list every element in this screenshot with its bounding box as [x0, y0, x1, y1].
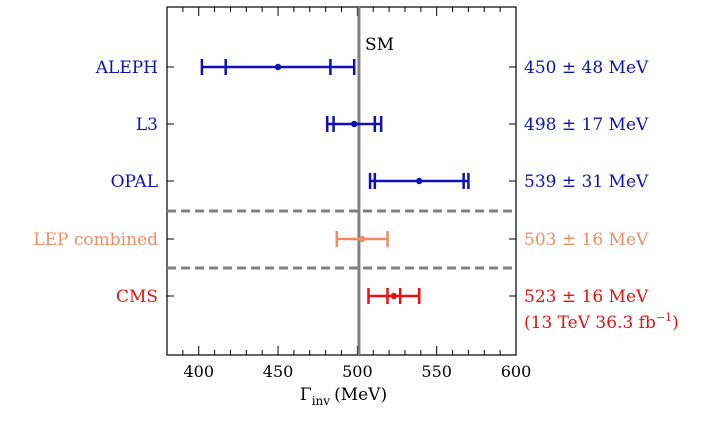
note-end: ): [672, 313, 679, 333]
x-tick-label: 550: [421, 362, 452, 381]
measurement-result: 503 ± 16 MeV: [524, 230, 649, 250]
measurement-lep-combined: LEP combined 503 ± 16 MeV: [33, 230, 649, 250]
measurement-opal: OPAL 539 ± 31 MeV: [111, 172, 649, 192]
measurement-result: 498 ± 17 MeV: [524, 115, 649, 135]
measurement-note: (13 TeV 36.3 fb−1): [524, 311, 679, 333]
x-tick-label: 500: [342, 362, 373, 381]
note-superscript: −1: [656, 311, 672, 324]
x-axis-symbol: Γ: [300, 385, 312, 405]
x-axis-subscript: inv: [312, 394, 331, 408]
x-axis-label: Γinv (MeV): [300, 385, 387, 408]
measurement-name: ALEPH: [95, 58, 158, 78]
measurement-name: OPAL: [111, 172, 158, 192]
x-tick-label: 600: [501, 362, 532, 381]
note-text: (13 TeV 36.3 fb: [524, 313, 656, 333]
central-value-point: [358, 235, 366, 243]
sm-label: SM: [365, 35, 394, 55]
measurement-name: CMS: [116, 287, 158, 307]
measurement-aleph: ALEPH 450 ± 48 MeV: [95, 58, 649, 78]
measurement-name: LEP combined: [33, 230, 158, 250]
measurement-result: 450 ± 48 MeV: [524, 58, 649, 78]
x-axis-unit: (MeV): [334, 385, 387, 405]
measurement-name: L3: [136, 115, 158, 135]
measurement-cms: CMS 523 ± 16 MeV (13 TeV 36.3 fb−1): [116, 287, 679, 333]
measurement-result: 523 ± 16 MeV: [524, 287, 649, 307]
central-value-point: [416, 177, 423, 185]
central-value-point: [350, 120, 358, 128]
measurement-result: 539 ± 31 MeV: [524, 172, 649, 192]
central-value-point: [390, 292, 398, 300]
x-tick-label: 400: [183, 362, 214, 381]
measurement-l3: L3 498 ± 17 MeV: [136, 115, 649, 135]
x-tick-label: 450: [263, 362, 294, 381]
central-value-point: [274, 63, 282, 71]
